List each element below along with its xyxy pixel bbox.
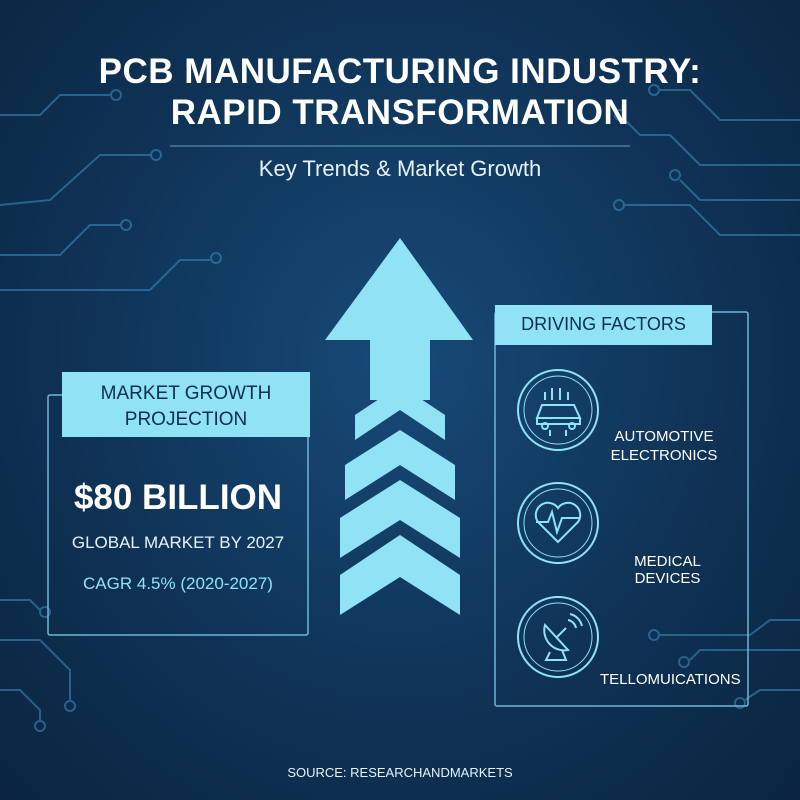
market-headline: $80 BILLION xyxy=(73,478,283,517)
factor-icons xyxy=(517,369,599,678)
factor-label: MEDICAL DEVICES xyxy=(634,553,701,587)
factors-heading-box xyxy=(495,305,712,345)
market-heading: MARKET GROWTH PROJECTION xyxy=(100,383,272,430)
factors-heading: DRIVING FACTORS xyxy=(521,314,686,334)
market-detail: GLOBAL MARKET BY 2027 xyxy=(71,533,285,552)
source: SOURCE: RESEARCHANDMARKETS xyxy=(287,765,513,780)
factors-panel-border xyxy=(494,311,749,707)
subtitle: Key Trends & Market Growth xyxy=(258,156,542,181)
title-line: RAPID TRANSFORMATION xyxy=(170,93,630,132)
growth-arrow xyxy=(325,238,473,615)
factor-label: TELLOMUICATIONS xyxy=(600,671,741,688)
market-cagr: CAGR 4.5% (2020-2027) xyxy=(83,574,273,593)
factor-label: AUTOMOTIVE ELECTRONICS xyxy=(610,428,718,464)
circuit-lines xyxy=(0,84,800,732)
market-heading-box xyxy=(62,372,310,437)
title-line: PCB MANUFACTURING INDUSTRY: xyxy=(98,52,702,91)
